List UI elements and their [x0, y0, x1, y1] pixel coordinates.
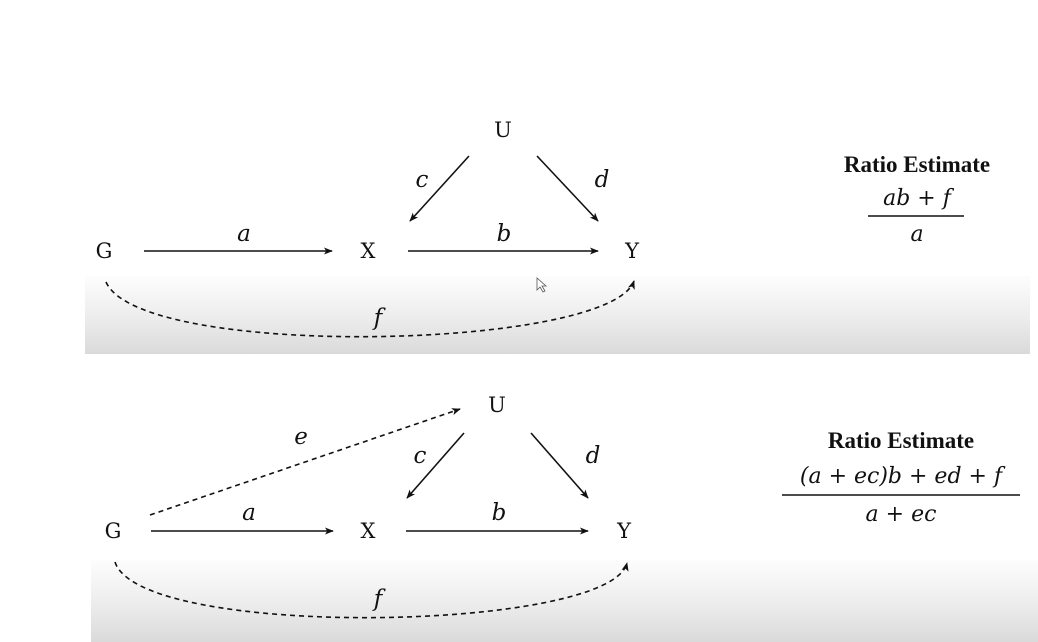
ratio-formula-1: Ratio Estimate ab + f a — [844, 152, 990, 247]
edge-c-arrow — [406, 432, 465, 499]
diagram-2: G X Y U a b c d e f Ratio Estimate (a + … — [105, 393, 1020, 619]
node-x: X — [361, 239, 376, 263]
edge-label-f: f — [372, 305, 386, 331]
ratio-formula-2: Ratio Estimate (a + ec)b + ed + f a + ec — [782, 428, 1020, 527]
formula-denominator: a + ec — [866, 502, 937, 527]
formula-numerator: ab + f — [883, 186, 955, 211]
edge-label-d: d — [586, 443, 601, 469]
edge-label-c: c — [416, 167, 429, 193]
edge-label-b: b — [497, 221, 512, 247]
mouse-cursor-icon — [536, 277, 548, 293]
edge-label-a: a — [237, 221, 251, 247]
background-band-bottom — [91, 560, 1038, 642]
diagram-1: G X Y U a b c d f Ratio Estimate ab + f … — [96, 118, 990, 338]
formula-title: Ratio Estimate — [828, 428, 974, 453]
edge-f-arrow — [114, 561, 629, 619]
node-u: U — [488, 393, 506, 417]
edge-label-c: c — [414, 443, 427, 469]
background-band-top — [85, 276, 1030, 354]
node-y: Y — [616, 519, 632, 543]
edge-f-arrow — [105, 280, 635, 338]
edge-e-arrow — [149, 408, 461, 516]
edge-label-a: a — [242, 500, 256, 526]
node-g: G — [105, 519, 122, 543]
edge-d-arrow — [530, 432, 589, 499]
edge-label-b: b — [492, 500, 507, 526]
edge-c-arrow — [409, 155, 470, 222]
edge-label-d: d — [595, 167, 610, 193]
formula-denominator: a — [910, 222, 923, 247]
edge-label-e: e — [294, 424, 308, 450]
node-u: U — [494, 118, 512, 142]
node-y: Y — [624, 239, 640, 263]
formula-numerator: (a + ec)b + ed + f — [800, 464, 1006, 489]
formula-title: Ratio Estimate — [844, 152, 990, 177]
edge-label-f: f — [372, 586, 386, 612]
edge-d-arrow — [536, 155, 599, 222]
node-x: X — [361, 519, 376, 543]
node-g: G — [96, 239, 113, 263]
